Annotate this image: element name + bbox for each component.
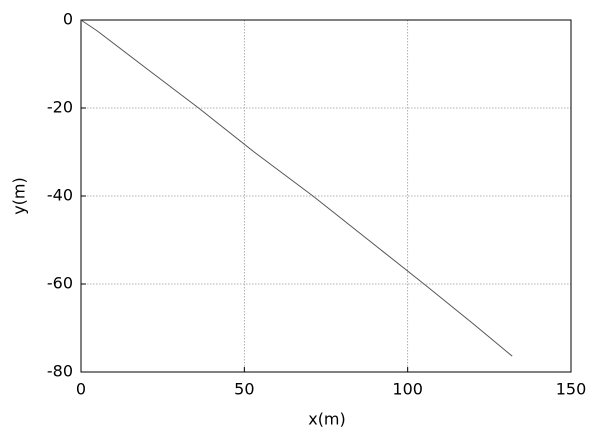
y-tick-label: -60 bbox=[47, 274, 73, 293]
x-axis-label: x(m) bbox=[308, 410, 346, 429]
x-tick-label: 0 bbox=[76, 380, 86, 399]
y-tick-label: 0 bbox=[63, 10, 73, 29]
y-tick-label: -20 bbox=[47, 98, 73, 117]
line bbox=[80, 19, 513, 357]
x-tick-label: 150 bbox=[556, 380, 587, 399]
x-tick-label: 50 bbox=[234, 380, 254, 399]
y-axis-label: y(m) bbox=[10, 177, 29, 215]
y-tick-label: -80 bbox=[47, 362, 73, 381]
y-tick-label: -40 bbox=[47, 186, 73, 205]
plot-frame bbox=[80, 19, 572, 373]
x-tick-label: 100 bbox=[392, 380, 423, 399]
